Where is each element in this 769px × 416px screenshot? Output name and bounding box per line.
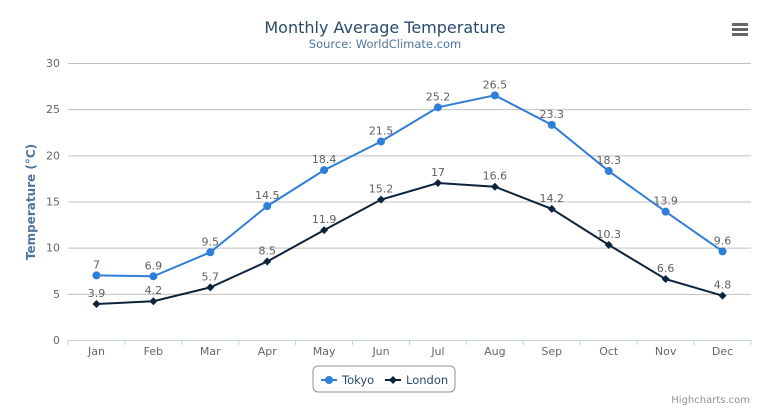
data-point-london[interactable] <box>377 195 386 204</box>
x-tick-label: May <box>313 345 336 358</box>
chart-subtitle: Source: WorldClimate.com <box>309 37 461 51</box>
y-tick-label: 0 <box>53 334 60 347</box>
data-label-london: 11.9 <box>312 213 337 226</box>
y-tick-label: 15 <box>46 196 60 209</box>
data-point-tokyo[interactable] <box>718 247 727 256</box>
data-label-london: 10.3 <box>596 228 621 241</box>
data-point-london[interactable] <box>433 179 442 188</box>
y-tick-label: 10 <box>46 242 60 255</box>
data-label-tokyo: 14.5 <box>255 189 280 202</box>
data-label-london: 8.5 <box>258 245 276 258</box>
data-point-london[interactable] <box>320 226 329 235</box>
y-tick-label: 30 <box>46 57 60 70</box>
data-point-london[interactable] <box>490 182 499 191</box>
data-point-london[interactable] <box>604 240 613 249</box>
data-label-london: 17 <box>431 166 445 179</box>
credits-link[interactable]: Highcharts.com <box>671 395 750 406</box>
data-label-london: 16.6 <box>483 170 508 183</box>
x-tick-label: Apr <box>258 345 278 358</box>
data-label-tokyo: 9.6 <box>714 234 732 247</box>
data-label-tokyo: 25.2 <box>426 90 451 103</box>
data-label-tokyo: 26.5 <box>483 78 508 91</box>
y-tick-label: 5 <box>53 288 60 301</box>
x-tick-label: Mar <box>200 345 221 358</box>
data-point-tokyo[interactable] <box>604 167 613 176</box>
data-label-london: 3.9 <box>88 287 106 300</box>
data-point-tokyo[interactable] <box>490 91 499 100</box>
x-tick-label: Jan <box>87 345 105 358</box>
data-point-london[interactable] <box>718 291 727 300</box>
legend-label-london[interactable]: London <box>406 373 448 387</box>
data-label-tokyo: 18.3 <box>596 154 621 167</box>
data-point-london[interactable] <box>92 299 101 308</box>
legend-item-tokyo[interactable]: Tokyo <box>321 373 374 387</box>
data-point-london[interactable] <box>263 257 272 266</box>
x-tick-label: Aug <box>484 345 505 358</box>
x-tick-label: Feb <box>144 345 163 358</box>
data-point-tokyo[interactable] <box>320 166 329 175</box>
x-tick-label: Sep <box>541 345 562 358</box>
data-point-tokyo[interactable] <box>377 137 386 146</box>
data-point-tokyo[interactable] <box>92 271 101 280</box>
data-point-tokyo[interactable] <box>206 248 215 257</box>
data-label-london: 4.2 <box>145 284 163 297</box>
data-point-tokyo[interactable] <box>149 272 158 281</box>
hamburger-menu-icon[interactable] <box>732 23 748 26</box>
data-point-tokyo[interactable] <box>433 103 442 112</box>
menu-button[interactable] <box>728 20 752 40</box>
chart-title: Monthly Average Temperature <box>264 18 505 37</box>
series-line-tokyo <box>96 94 724 278</box>
data-label-tokyo: 18.4 <box>312 153 337 166</box>
data-label-tokyo: 7 <box>93 258 100 271</box>
data-point-london[interactable] <box>206 283 215 292</box>
y-axis-title: Temperature (°C) <box>24 144 38 260</box>
x-tick-label: Oct <box>599 345 619 358</box>
data-label-tokyo: 6.9 <box>145 259 163 272</box>
data-label-tokyo: 21.5 <box>369 124 394 137</box>
data-point-tokyo[interactable] <box>547 120 556 129</box>
data-point-london[interactable] <box>661 275 670 284</box>
legend-item-london[interactable]: London <box>385 373 448 387</box>
legend-label-tokyo[interactable]: Tokyo <box>341 373 374 387</box>
legend: Tokyo London <box>312 365 456 393</box>
data-point-london[interactable] <box>149 297 158 306</box>
data-label-tokyo: 13.9 <box>653 195 678 208</box>
series-line-london <box>96 182 723 305</box>
x-tick-label: Jun <box>371 345 389 358</box>
data-point-tokyo[interactable] <box>263 202 272 211</box>
data-label-tokyo: 23.3 <box>540 108 565 121</box>
x-tick-label: Nov <box>655 345 677 358</box>
data-label-london: 5.7 <box>202 270 220 283</box>
data-label-london: 4.8 <box>714 279 732 292</box>
data-label-london: 6.6 <box>657 262 675 275</box>
data-label-london: 14.2 <box>540 192 565 205</box>
data-point-london[interactable] <box>547 204 556 213</box>
data-label-london: 15.2 <box>369 183 394 196</box>
data-label-tokyo: 9.5 <box>202 235 220 248</box>
x-tick-label: Jul <box>430 345 444 358</box>
y-tick-label: 25 <box>46 103 60 116</box>
x-tick-label: Dec <box>712 345 733 358</box>
data-point-tokyo[interactable] <box>661 207 670 216</box>
y-tick-label: 20 <box>46 149 60 162</box>
